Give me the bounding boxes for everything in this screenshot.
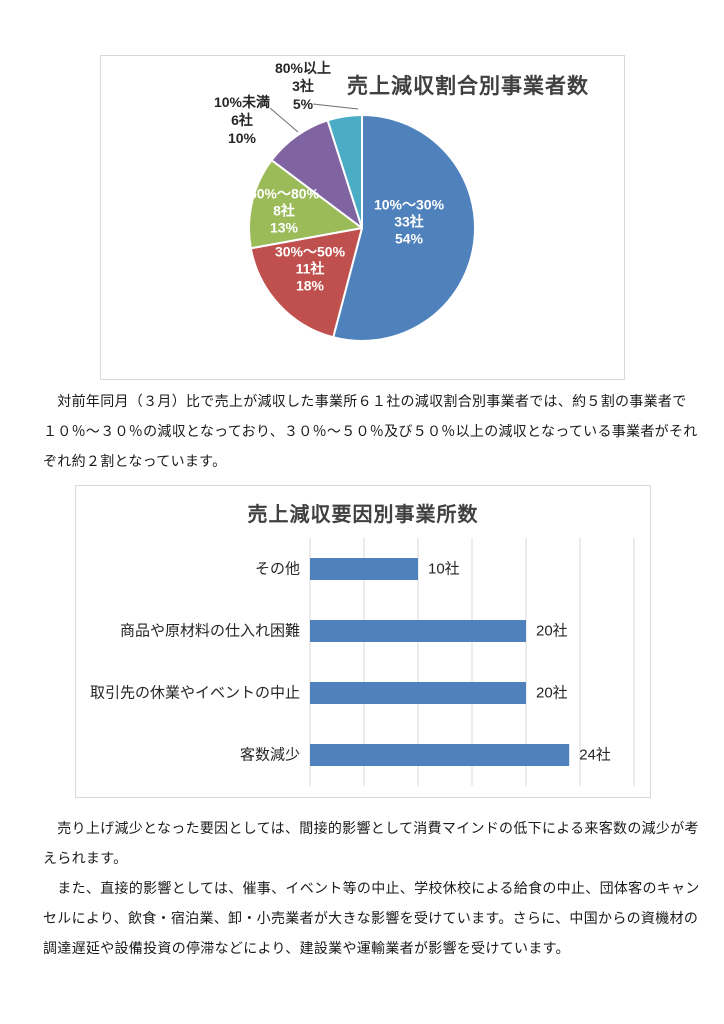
- pie-slice-1: [249, 227, 363, 339]
- pie-slice-4: [326, 114, 363, 229]
- pie-slice-0: [332, 114, 476, 342]
- bar-3: [310, 744, 570, 766]
- pie-slice-2: [248, 159, 363, 250]
- bar-0: [310, 558, 418, 580]
- bar-value-label-3: 24社: [579, 747, 611, 764]
- pie-leader-line-3: [269, 107, 299, 133]
- bar-category-label-0: その他: [255, 561, 300, 578]
- pie-slice-label-0: 10%～30% 33社 54%: [373, 196, 445, 247]
- bar-category-label-2: 取引先の休業やイベントの中止: [90, 685, 300, 702]
- bar-category-label-3: 客数減少: [240, 747, 300, 764]
- pie-chart-title: 売上減収割合別事業者数: [347, 75, 589, 98]
- bar-value-label-2: 20社: [536, 685, 568, 702]
- paragraph-indirect-impact: 売り上げ減少となった要因としては、間接的影響として消費マインドの低下による来客数…: [43, 822, 699, 867]
- pie-graphic: [248, 103, 476, 342]
- bar-category-label-1: 商品や原材料の仕入れ困難: [120, 623, 300, 640]
- bar-value-label-0: 10社: [428, 561, 460, 578]
- bar-chart-title: 売上減収要因別事業所数: [247, 504, 479, 526]
- pie-leader-line-4: [312, 103, 359, 110]
- pie-slice-label-4: 80%以上 3社 5%: [274, 60, 332, 112]
- pie-slice-label-2: 50%～80% 8社 13%: [248, 185, 320, 236]
- paragraph-direct-impact: また、直接的影響としては、催事、イベント等の中止、学校休校による給食の中止、団体…: [43, 882, 700, 957]
- bar-value-label-1: 20社: [536, 623, 568, 640]
- pie-chart: 売上減収割合別事業者数 10%～30% 33社 54% 30%～50% 11社 1…: [100, 55, 625, 380]
- paragraph-sales-decline-ratio: 対前年同月（３月）比で売上が減収した事業所６１社の減収割合別事業者では、約５割の…: [43, 395, 698, 470]
- pie-slice-label-1: 30%～50% 11社 18%: [274, 243, 346, 294]
- pie-slice-label-3: 10%未満 6社 10%: [213, 94, 271, 146]
- bar-2: [310, 682, 526, 704]
- bar-chart: 売上減収要因別事業所数 その他 10社 商品や原材料の仕入れ困難 20社 取引先の休業や…: [75, 485, 651, 798]
- bar-1: [310, 620, 526, 642]
